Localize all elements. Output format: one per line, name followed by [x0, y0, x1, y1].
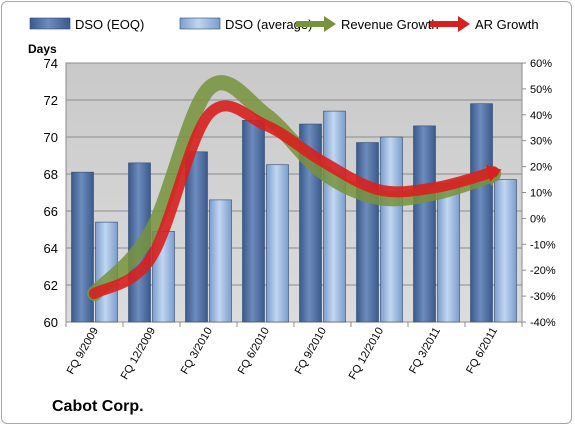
line-ar-growth	[89, 100, 499, 300]
y-tick-label: 74	[44, 56, 58, 71]
bar-dso-eoq	[356, 142, 379, 323]
y-axis-left: 60 62 64 66 68 70 72 74	[44, 56, 58, 330]
bar-dso-average	[494, 179, 517, 323]
bar-dso-average	[437, 182, 460, 323]
y2-tick-label: 50%	[530, 84, 552, 96]
x-tick-label: FQ 9/2010	[293, 326, 329, 377]
x-axis: FQ 9/2009 FQ 12/2009 FQ 3/2010 FQ 6/2010 FQ …	[65, 322, 523, 382]
legend-label: Revenue Growth	[341, 17, 439, 32]
legend-label: DSO (EOQ)	[75, 17, 144, 32]
y-tick-label: 68	[44, 167, 58, 182]
y-tick-label: 62	[44, 278, 58, 293]
bar-dso-average	[323, 110, 346, 323]
legend-swatch-arrow	[324, 16, 336, 32]
x-tick-label: FQ 3/2010	[179, 326, 215, 377]
x-tick-label: FQ 3/2011	[407, 326, 443, 376]
x-tick-label: FQ 12/2010	[347, 326, 386, 382]
x-tick-label: FQ 12/2009	[119, 326, 158, 382]
y2-tick-label: -30%	[530, 291, 556, 303]
line-revenue-growth	[87, 75, 501, 302]
y2-tick-label: 0%	[530, 213, 546, 225]
legend-swatch	[179, 17, 221, 30]
legend-label: DSO (average)	[225, 17, 312, 32]
legend: DSO (EOQ) DSO (average) Revenue Growth AR G…	[29, 16, 539, 32]
y2-tick-label: -20%	[530, 265, 556, 277]
y2-tick-label: 30%	[530, 136, 552, 148]
arrowhead-ar-growth	[485, 165, 502, 182]
y2-tick-label: -10%	[530, 239, 556, 251]
legend-swatch-arrow	[458, 16, 470, 32]
legend-swatch	[29, 17, 71, 30]
x-tick-label: FQ 6/2011	[464, 326, 500, 376]
growth-lines	[87, 75, 502, 302]
legend-label: AR Growth	[475, 17, 539, 32]
y-tick-label: 72	[44, 93, 58, 108]
x-tick-label: FQ 6/2010	[236, 326, 272, 377]
bar-dso-eoq	[71, 171, 94, 323]
bar-dso-average	[209, 199, 232, 323]
y-axis-right: -40% -30% -20% -10% 0% 10% 20% 30% 40% 50% 60%	[522, 58, 556, 329]
y-tick-label: 70	[44, 130, 58, 145]
bar-dso-eoq	[185, 151, 208, 323]
bar-dso-eoq	[470, 103, 493, 323]
y2-tick-label: 20%	[530, 162, 552, 174]
bar-dso-eoq	[242, 120, 265, 323]
bar-dso-average	[380, 136, 403, 323]
y-axis-title: Days	[28, 42, 57, 56]
y2-tick-label: 40%	[530, 110, 552, 122]
company-name: Cabot Corp.	[52, 398, 144, 415]
y2-tick-label: -40%	[530, 317, 556, 329]
bar-dso-eoq	[413, 125, 436, 323]
x-tick-label: FQ 9/2009	[65, 326, 101, 377]
y-tick-label: 66	[44, 204, 58, 219]
y-tick-label: 64	[44, 241, 58, 256]
y2-tick-label: 60%	[530, 58, 552, 70]
bar-dso-average	[266, 164, 289, 323]
y-tick-label: 60	[44, 315, 58, 330]
y2-tick-label: 10%	[530, 188, 552, 200]
